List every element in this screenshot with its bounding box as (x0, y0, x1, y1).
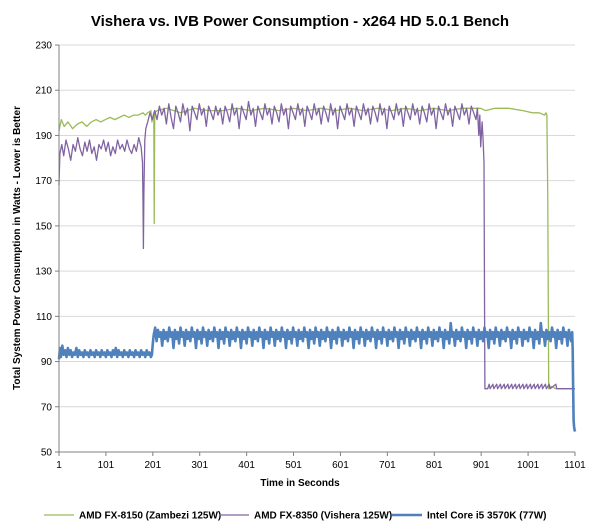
y-tick-label: 90 (41, 357, 53, 368)
x-tick-label: 201 (144, 460, 161, 471)
x-tick-label: 901 (473, 460, 490, 471)
y-tick-label: 230 (35, 41, 52, 52)
x-tick-label: 101 (98, 460, 115, 471)
x-tick-label: 701 (379, 460, 396, 471)
series-line-1 (58, 107, 575, 390)
x-tick-label: 501 (285, 460, 302, 471)
y-tick-label: 50 (41, 448, 53, 459)
y-tick-label: 150 (35, 221, 52, 232)
x-tick-label: 1101 (564, 460, 586, 471)
x-tick-label: 601 (332, 460, 349, 471)
x-tick-label: 401 (238, 460, 255, 471)
y-tick-label: 210 (35, 86, 52, 97)
series-line-3 (57, 321, 577, 432)
y-tick-label: 70 (41, 402, 53, 413)
y-tick-labels: 50 70 90 110 130 150 170 190 210 230 (35, 41, 59, 459)
x-tick-labels: 1 101 201 301 401 501 601 701 801 901 1001 1101 (56, 452, 586, 471)
series-line-2 (58, 100, 575, 390)
legend-label-1: AMD FX-8150 (Zambezi 125W) (79, 511, 221, 522)
chart-title: Vishera vs. IVB Power Consumption - x264… (91, 13, 509, 30)
x-axis-title: Time in Seconds (260, 478, 340, 489)
y-tick-label: 190 (35, 131, 52, 142)
x-tick-label: 1001 (517, 460, 540, 471)
y-axis-title: Total System Power Consumption in Watts … (12, 106, 23, 390)
series-lines (57, 100, 577, 432)
y-tick-label: 170 (35, 176, 52, 187)
y-tick-label: 110 (36, 312, 52, 323)
legend-label-3: Intel Core i5 3570K (77W) (427, 511, 546, 522)
x-tick-label: 1 (56, 460, 62, 471)
legend: AMD FX-8150 (Zambezi 125W) AMD FX-8350 (V… (44, 511, 546, 522)
x-tick-label: 301 (191, 460, 208, 471)
legend-label-2: AMD FX-8350 (Vishera 125W) (254, 511, 392, 522)
y-tick-label: 130 (35, 267, 52, 278)
x-tick-label: 801 (426, 460, 443, 471)
